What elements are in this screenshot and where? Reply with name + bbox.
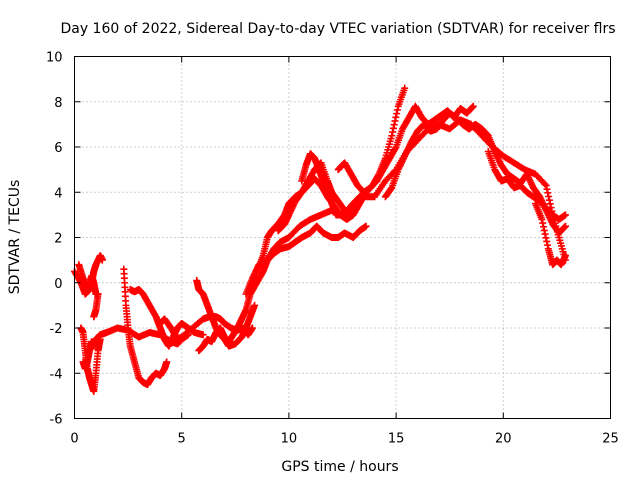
data-point (545, 192, 553, 200)
y-tick-label: -2 (50, 322, 63, 337)
axis-tick-labels: 0 5 10 15 20 25 -6 -4 -2 0 2 4 6 8 10 (46, 51, 619, 447)
data-point (561, 211, 569, 219)
y-tick-label: 8 (54, 96, 62, 111)
data-point (542, 181, 550, 189)
y-tick-label: -4 (50, 367, 63, 382)
data-point (544, 189, 552, 197)
data-point (389, 128, 397, 136)
y-tick-label: 10 (46, 51, 63, 66)
data-point (539, 219, 547, 227)
y-tick-label: -6 (50, 413, 63, 428)
data-point (388, 132, 396, 140)
data-point (401, 84, 409, 92)
data-point (248, 324, 256, 332)
data-point (541, 180, 549, 188)
data-point (199, 331, 207, 339)
data-point (163, 358, 171, 366)
x-tick-label: 5 (178, 432, 186, 447)
data-point (389, 124, 397, 132)
data-point (542, 234, 550, 242)
y-tick-label: 4 (54, 186, 62, 201)
x-tick-label: 25 (602, 432, 619, 447)
data-point (543, 237, 551, 245)
data-point (540, 223, 547, 231)
data-point (393, 110, 401, 118)
data-point (540, 226, 548, 234)
y-tick-label: 6 (54, 141, 62, 156)
y-tick-label: 2 (54, 232, 62, 247)
series-track-14 (334, 102, 477, 196)
data-point (545, 196, 553, 204)
axis-ticks (74, 56, 611, 419)
x-tick-label: 20 (495, 432, 512, 447)
x-tick-label: 15 (388, 432, 405, 447)
data-point (390, 121, 398, 129)
data-point (469, 102, 477, 110)
x-axis-label: GPS time / hours (281, 459, 398, 475)
data-point (392, 113, 400, 121)
data-point (90, 313, 98, 321)
series-track-5 (120, 265, 171, 389)
data-point (541, 230, 549, 238)
data-marks (71, 84, 569, 395)
data-point (543, 185, 551, 193)
data-point (391, 117, 399, 125)
y-axis-label: SDTVAR / TECUs (7, 180, 23, 295)
data-point (468, 103, 476, 111)
data-point (544, 241, 552, 249)
series-track-2 (75, 261, 102, 321)
data-point (561, 223, 569, 231)
data-point (98, 256, 106, 264)
data-point (561, 252, 569, 260)
data-point (391, 144, 399, 152)
x-tick-label: 10 (281, 432, 298, 447)
x-tick-label: 0 (70, 432, 78, 447)
data-point (393, 106, 401, 114)
y-tick-label: 0 (54, 277, 62, 292)
data-point (561, 222, 569, 230)
data-point (546, 200, 554, 208)
data-point (538, 215, 546, 223)
series-track-17 (531, 200, 569, 269)
data-point (251, 301, 259, 309)
chart-title: Day 160 of 2022, Sidereal Day-to-day VTE… (60, 21, 615, 37)
data-point (362, 222, 370, 230)
